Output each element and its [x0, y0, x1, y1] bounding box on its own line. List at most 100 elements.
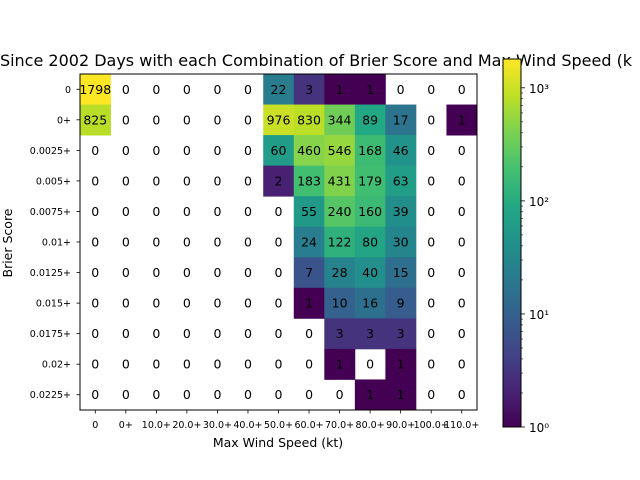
cell-value-label: 160 — [358, 204, 382, 219]
cell-value-label: 0 — [122, 112, 130, 127]
cell-value-label: 0 — [275, 357, 283, 372]
cell-value-label: 0 — [122, 235, 130, 250]
cell-value-label: 0 — [122, 296, 130, 311]
heatmap-cell — [385, 379, 417, 411]
cell-value-label: 0 — [152, 82, 160, 97]
cell-value-label: 3 — [305, 82, 313, 97]
cell-value-label: 0 — [244, 173, 252, 188]
cell-value-label: 3 — [397, 326, 405, 341]
cell-value-label: 0 — [152, 387, 160, 402]
x-tick-label: 20.0+ — [172, 420, 201, 431]
cell-value-label: 0 — [152, 265, 160, 280]
cell-value-label: 55 — [301, 204, 317, 219]
cell-value-label: 80 — [362, 235, 378, 250]
x-axis-label: Max Wind Speed (kt) — [213, 435, 343, 450]
heatmap-cell — [354, 135, 386, 167]
x-tick-label: 70.0+ — [325, 420, 354, 431]
cell-value-label: 0 — [305, 387, 313, 402]
cell-value-label: 24 — [301, 235, 317, 250]
cell-value-label: 0 — [427, 296, 435, 311]
y-tick-label: 0.0175+ — [30, 329, 71, 340]
cell-value-label: 0 — [244, 387, 252, 402]
cell-value-label: 0 — [244, 143, 252, 158]
cell-value-label: 0 — [122, 82, 130, 97]
y-tick-label: 0.02+ — [42, 360, 71, 371]
cell-value-label: 0 — [213, 143, 221, 158]
heatmap-cell — [324, 165, 356, 197]
cell-value-label: 122 — [328, 235, 352, 250]
heatmap-cell — [80, 74, 111, 105]
cell-value-label: 0 — [244, 296, 252, 311]
cell-value-label: 2 — [275, 173, 283, 188]
cell-value-label: 0 — [183, 173, 191, 188]
cell-value-label: 0 — [183, 82, 191, 97]
heatmap-cell — [354, 165, 386, 197]
heatmap-cell — [324, 287, 356, 319]
cell-value-label: 0 — [427, 326, 435, 341]
heatmap-cell — [324, 318, 356, 350]
cell-value-label: 0 — [275, 265, 283, 280]
heatmap-cell — [354, 226, 386, 258]
cell-value-label: 183 — [297, 173, 321, 188]
heatmap-cell — [263, 104, 295, 136]
cell-value-label: 0 — [152, 296, 160, 311]
heatmap-cell — [293, 165, 325, 197]
cell-value-label: 0 — [152, 235, 160, 250]
cell-value-label: 825 — [83, 112, 107, 127]
cell-value-label: 3 — [366, 326, 374, 341]
cell-value-label: 0 — [183, 296, 191, 311]
y-tick-label: 0.01+ — [42, 238, 71, 249]
heatmap-cell — [385, 165, 417, 197]
heatmap-cell — [354, 287, 386, 319]
cell-value-label: 0 — [122, 204, 130, 219]
cell-value-label: 0 — [213, 235, 221, 250]
cell-value-label: 0 — [152, 204, 160, 219]
cell-value-label: 0 — [122, 173, 130, 188]
cell-value-label: 830 — [297, 112, 321, 127]
cell-value-label: 0 — [244, 112, 252, 127]
x-tick-label: 0 — [92, 420, 98, 431]
cell-value-label: 0 — [91, 265, 99, 280]
heatmap-cell — [324, 348, 356, 380]
cell-value-label: 0 — [427, 357, 435, 372]
heatmap-cell — [385, 104, 417, 136]
cell-value-label: 0 — [427, 265, 435, 280]
cell-value-label: 0 — [458, 143, 466, 158]
heatmap-cell — [385, 348, 417, 380]
x-tick-label: 110.0+ — [444, 420, 479, 431]
cell-value-label: 17 — [393, 112, 409, 127]
cell-value-label: 0 — [275, 235, 283, 250]
cell-value-label: 0 — [275, 204, 283, 219]
cell-value-label: 0 — [122, 387, 130, 402]
heatmap-cell — [263, 135, 295, 167]
cell-value-label: 0 — [427, 112, 435, 127]
cell-value-label: 0 — [458, 326, 466, 341]
colorbar-tick-label: 10¹ — [529, 308, 549, 322]
heatmap-cell — [446, 104, 478, 136]
cell-value-label: 0 — [91, 326, 99, 341]
x-tick-label: 100.0+ — [414, 420, 449, 431]
cell-value-label: 1 — [336, 82, 344, 97]
cell-value-label: 0 — [183, 265, 191, 280]
cell-value-label: 0 — [244, 204, 252, 219]
cell-value-label: 16 — [362, 296, 378, 311]
cell-value-label: 0 — [213, 173, 221, 188]
heatmap-cell — [354, 379, 386, 411]
cell-value-label: 0 — [427, 82, 435, 97]
heatmap-cell — [293, 104, 325, 136]
cell-value-label: 546 — [328, 143, 352, 158]
cell-value-label: 0 — [458, 235, 466, 250]
colorbar-tick-label: 10³ — [529, 82, 549, 96]
cell-value-label: 28 — [332, 265, 348, 280]
x-tick-label: 40.0+ — [233, 420, 262, 431]
cell-value-label: 0 — [275, 387, 283, 402]
cell-value-label: 0 — [213, 357, 221, 372]
cell-value-label: 0 — [244, 82, 252, 97]
y-tick-label: 0.0125+ — [30, 268, 71, 279]
cell-value-label: 0 — [305, 326, 313, 341]
cell-value-label: 30 — [393, 235, 409, 250]
cell-value-label: 0 — [366, 357, 374, 372]
cell-value-label: 240 — [328, 204, 352, 219]
chart-title: Since 2002 Days with each Combination of… — [0, 51, 633, 70]
heatmap-cell — [385, 196, 417, 228]
